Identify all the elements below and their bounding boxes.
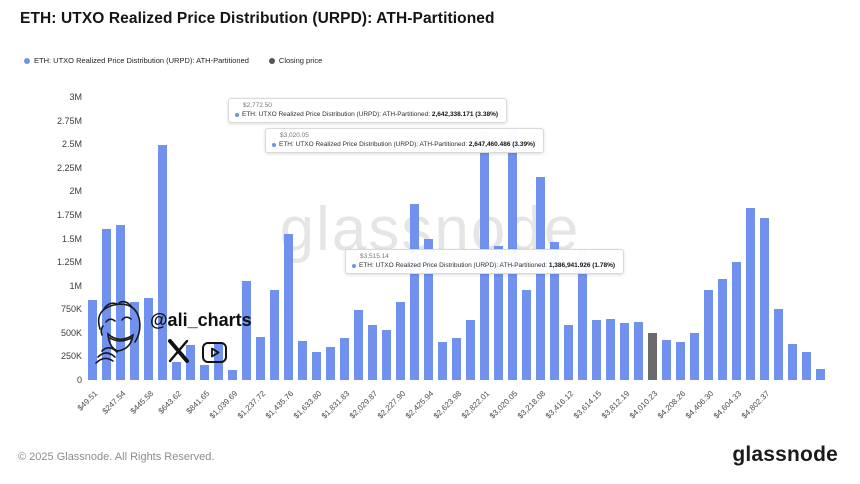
y-tick-label: 2.25M (56, 162, 82, 173)
y-tick-label: 750K (60, 304, 82, 315)
bar[interactable] (326, 347, 335, 380)
legend-label-closing-price: Closing price (278, 56, 323, 65)
bar[interactable] (452, 338, 461, 380)
y-tick-label: 2.5M (61, 139, 82, 150)
bar[interactable] (620, 323, 629, 380)
series-dot-icon (272, 142, 276, 147)
bar[interactable] (564, 325, 573, 380)
bar[interactable] (298, 341, 307, 380)
bar[interactable] (746, 208, 755, 380)
tooltip-value: 1,386,941.926 (1.78%) (548, 262, 616, 269)
bar[interactable] (88, 300, 97, 380)
bar[interactable] (676, 342, 685, 380)
bar[interactable] (816, 369, 825, 380)
bar[interactable] (802, 352, 811, 380)
legend: ETH: UTXO Realized Price Distribution (U… (24, 56, 322, 65)
tooltip-price: $2,772.50 (243, 102, 272, 109)
chart-tooltip: $3,020.05 ETH: UTXO Realized Price Distri… (265, 128, 545, 153)
bar[interactable] (242, 281, 251, 380)
y-tick-label: 0 (76, 375, 82, 385)
bar[interactable] (396, 302, 405, 380)
bar[interactable] (186, 345, 195, 380)
tooltip-price: $3,515.14 (360, 253, 389, 260)
bar[interactable] (438, 342, 447, 380)
tooltip-value: 2,642,338.171 (3.38%) (431, 111, 499, 118)
chart-tooltip: $2,772.50 ETH: UTXO Realized Price Distri… (228, 98, 508, 123)
bar[interactable] (312, 352, 321, 380)
bar[interactable] (144, 298, 153, 380)
legend-item-urpd[interactable]: ETH: UTXO Realized Price Distribution (U… (24, 56, 249, 65)
y-tick-label: 1.25M (56, 257, 82, 268)
y-tick-label: 1M (69, 280, 82, 291)
bar[interactable] (158, 145, 167, 380)
y-axis: 0 250K 500K 750K 1M 1.25M 1.5M 1.75M 2M 2.25M 2.5M… (38, 92, 82, 385)
bar[interactable] (760, 218, 769, 380)
bar[interactable] (382, 330, 391, 380)
tooltip-series-text: ETH: UTXO Realized Price Distribution (U… (279, 141, 536, 148)
closing-price-bar[interactable] (648, 333, 657, 380)
y-tick-label: 2.75M (56, 115, 82, 126)
series-dot-icon (352, 263, 356, 268)
y-tick-label: 250K (60, 351, 82, 362)
bar[interactable] (200, 365, 209, 380)
bar[interactable] (788, 344, 797, 380)
bar[interactable] (228, 370, 237, 380)
y-tick-label: 500K (60, 327, 82, 338)
bar[interactable] (340, 338, 349, 380)
bar[interactable] (354, 310, 363, 380)
bar[interactable] (690, 333, 699, 380)
tooltip-price: $3,020.05 (280, 132, 309, 139)
tooltip-series-text: ETH: UTXO Realized Price Distribution (U… (242, 111, 499, 118)
legend-dot-urpd-icon (24, 57, 30, 64)
tooltip-value: 2,647,460.486 (3.39%) (468, 141, 536, 148)
bar[interactable] (606, 319, 615, 380)
bar[interactable] (718, 279, 727, 380)
x-axis: $49.51 $247.54 $445.58 $643.62 $841.65 $1,039… (75, 381, 833, 441)
bar[interactable] (704, 290, 713, 380)
bar[interactable] (466, 320, 475, 380)
x-twitter-icon (168, 339, 189, 363)
bar[interactable] (172, 362, 181, 380)
bar[interactable] (256, 337, 265, 380)
series-dot-icon (235, 112, 239, 117)
bar[interactable] (494, 246, 503, 380)
bar[interactable] (732, 262, 741, 380)
bar[interactable] (368, 325, 377, 380)
bar[interactable] (592, 320, 601, 380)
bar[interactable] (270, 290, 279, 380)
bar[interactable] (662, 340, 671, 380)
legend-label-urpd: ETH: UTXO Realized Price Distribution (U… (34, 56, 249, 65)
bar[interactable] (410, 204, 419, 380)
y-tick-label: 1.75M (56, 209, 82, 220)
bar[interactable] (634, 322, 643, 380)
glassnode-logo: glassnode (732, 443, 838, 466)
bar[interactable] (522, 290, 531, 380)
meme-face-drawing (95, 300, 141, 364)
chart-tooltip: $3,515.14 ETH: UTXO Realized Price Distri… (345, 249, 625, 274)
bar[interactable] (102, 229, 111, 380)
bar[interactable] (284, 234, 293, 380)
y-tick-label: 2M (69, 186, 82, 197)
legend-dot-closing-icon (268, 57, 275, 64)
author-handle: @ali_charts (150, 310, 252, 330)
bar[interactable] (578, 249, 587, 380)
bar[interactable] (774, 309, 783, 380)
legend-item-closing-price[interactable]: Closing price (268, 56, 323, 65)
bar[interactable] (130, 302, 139, 380)
page-title: ETH: UTXO Realized Price Distribution (U… (20, 10, 495, 27)
bar[interactable] (424, 239, 433, 380)
bar[interactable] (536, 177, 545, 380)
y-tick-label: 3M (69, 92, 82, 102)
youtube-play-icon (202, 342, 227, 363)
copyright-text: © 2025 Glassnode. All Rights Reserved. (18, 451, 215, 463)
y-tick-label: 1.5M (61, 233, 82, 244)
bar[interactable] (550, 242, 559, 380)
tooltip-series-text: ETH: UTXO Realized Price Distribution (U… (359, 262, 616, 269)
